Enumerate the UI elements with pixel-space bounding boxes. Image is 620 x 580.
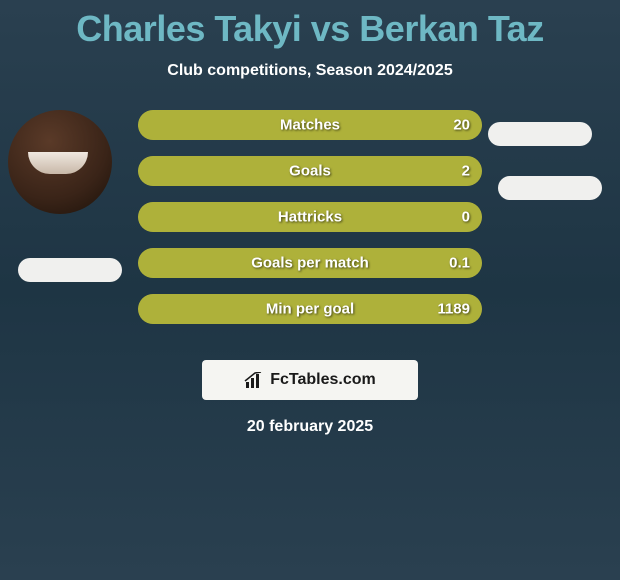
player-avatar-left: [8, 110, 112, 214]
chart-icon: [244, 372, 264, 388]
stat-bar: Goals per match 0.1: [138, 248, 482, 278]
stat-label: Goals per match: [138, 255, 482, 272]
stat-value: 0.1: [449, 255, 470, 272]
stat-bars: Matches 20 Goals 2 Hattricks 0 Goals per…: [138, 110, 482, 340]
subtitle: Club competitions, Season 2024/2025: [0, 62, 620, 80]
date: 20 february 2025: [0, 418, 620, 436]
comparison-area: Matches 20 Goals 2 Hattricks 0 Goals per…: [0, 110, 620, 340]
stat-value: 20: [453, 117, 470, 134]
stat-value: 1189: [437, 301, 470, 318]
stat-value: 0: [462, 209, 470, 226]
stat-label: Matches: [138, 117, 482, 134]
stat-bar: Goals 2: [138, 156, 482, 186]
stat-value: 2: [462, 163, 470, 180]
stat-bar: Min per goal 1189: [138, 294, 482, 324]
player-name-pill-right-2: [498, 176, 602, 200]
stat-bar: Hattricks 0: [138, 202, 482, 232]
player-name-pill-left: [18, 258, 122, 282]
stat-label: Goals: [138, 163, 482, 180]
logo-text: FcTables.com: [270, 371, 376, 389]
logo-box: FcTables.com: [202, 360, 418, 400]
stat-label: Hattricks: [138, 209, 482, 226]
page-title: Charles Takyi vs Berkan Taz: [0, 0, 620, 50]
stat-bar: Matches 20: [138, 110, 482, 140]
player-name-pill-right-1: [488, 122, 592, 146]
stat-label: Min per goal: [138, 301, 482, 318]
